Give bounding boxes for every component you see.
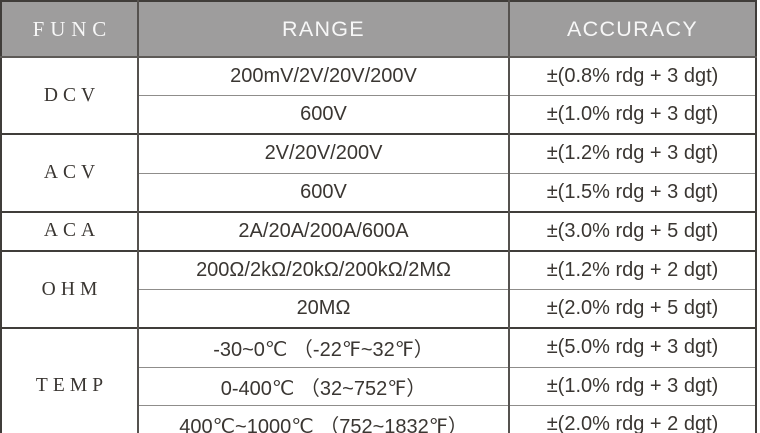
accuracy-cell: ±(2.0% rdg + 5 dgt) bbox=[508, 289, 756, 329]
header-accuracy: ACCURACY bbox=[508, 1, 756, 58]
func-cell: DCV bbox=[1, 55, 138, 135]
table-row: OHM 200Ω/2kΩ/20kΩ/200kΩ/2MΩ ±(1.2% rdg + 2… bbox=[1, 249, 756, 329]
range-cell: 200mV/2V/20V/200V bbox=[137, 56, 509, 96]
header-func: FUNC bbox=[1, 1, 138, 58]
table-row: ACV 2V/20V/200V ±(1.2% rdg + 3 dgt) bbox=[1, 133, 756, 212]
spec-table-body: DCV 200mV/2V/20V/200V ±(0.8% rdg + 3 dgt) 6… bbox=[1, 55, 756, 433]
table-row: 600V ±(1.5% rdg + 3 dgt) bbox=[1, 172, 756, 212]
func-cell: ACA bbox=[1, 210, 138, 251]
range-cell: 20MΩ bbox=[137, 289, 509, 329]
accuracy-cell: ±(1.0% rdg + 3 dgt) bbox=[508, 366, 756, 406]
accuracy-cell: ±(3.0% rdg + 5 dgt) bbox=[508, 210, 756, 251]
range-cell: 400℃~1000℃ （752~1832℉） bbox=[137, 404, 509, 433]
range-cell: -30~0℃ （-22℉~32℉） bbox=[137, 327, 509, 367]
accuracy-cell: ±(1.2% rdg + 3 dgt) bbox=[508, 133, 756, 174]
header-row: FUNC RANGE ACCURACY bbox=[1, 1, 756, 58]
table-row: 20MΩ ±(2.0% rdg + 5 dgt) bbox=[1, 289, 756, 329]
accuracy-cell: ±(2.0% rdg + 2 dgt) bbox=[508, 404, 756, 433]
range-cell: 0-400℃ （32~752℉） bbox=[137, 366, 509, 406]
table-row: 0-400℃ （32~752℉） ±(1.0% rdg + 3 dgt) bbox=[1, 366, 756, 406]
range-cell: 2A/20A/200A/600A bbox=[137, 210, 509, 251]
table-row: ACA 2A/20A/200A/600A ±(3.0% rdg + 5 dgt) bbox=[1, 210, 756, 251]
range-cell: 200Ω/2kΩ/20kΩ/200kΩ/2MΩ bbox=[137, 249, 509, 290]
accuracy-cell: ±(1.0% rdg + 3 dgt) bbox=[508, 95, 756, 135]
accuracy-cell: ±(1.5% rdg + 3 dgt) bbox=[508, 172, 756, 212]
table-row: 400℃~1000℃ （752~1832℉） ±(2.0% rdg + 2 dgt… bbox=[1, 404, 756, 433]
func-cell: TEMP bbox=[1, 327, 138, 433]
func-cell: OHM bbox=[1, 249, 138, 329]
accuracy-cell: ±(5.0% rdg + 3 dgt) bbox=[508, 327, 756, 367]
func-cell: ACV bbox=[1, 133, 138, 212]
table-row: DCV 200mV/2V/20V/200V ±(0.8% rdg + 3 dgt) bbox=[1, 55, 756, 135]
header-range: RANGE bbox=[137, 1, 509, 58]
spec-table-header: FUNC RANGE ACCURACY bbox=[1, 1, 756, 58]
table-row: TEMP -30~0℃ （-22℉~32℉） ±(5.0% rdg + 3 dgt) bbox=[1, 327, 756, 433]
accuracy-cell: ±(0.8% rdg + 3 dgt) bbox=[508, 56, 756, 96]
table-row: 600V ±(1.0% rdg + 3 dgt) bbox=[1, 95, 756, 135]
range-cell: 600V bbox=[137, 95, 509, 135]
accuracy-cell: ±(1.2% rdg + 2 dgt) bbox=[508, 249, 756, 290]
range-cell: 2V/20V/200V bbox=[137, 133, 509, 174]
range-cell: 600V bbox=[137, 172, 509, 212]
